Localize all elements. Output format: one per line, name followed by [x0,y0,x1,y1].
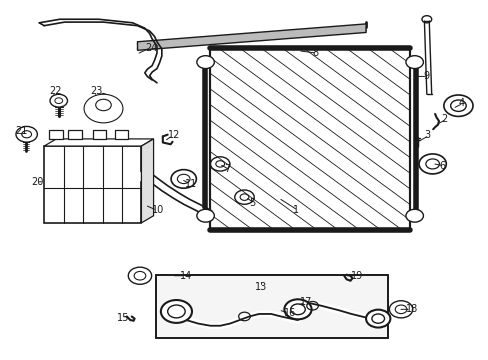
Text: 11: 11 [185,179,197,189]
Circle shape [197,56,214,68]
Bar [49,130,62,139]
Polygon shape [210,48,409,230]
Text: 9: 9 [423,71,428,81]
Bar [68,130,82,139]
Bar [93,130,106,139]
Polygon shape [137,24,366,50]
Text: 20: 20 [31,177,44,187]
Text: 22: 22 [49,86,61,96]
Text: 1: 1 [292,205,299,215]
Text: 13: 13 [255,282,267,292]
Text: 14: 14 [180,271,192,281]
Circle shape [16,126,37,142]
Circle shape [388,301,412,318]
Text: 23: 23 [90,86,102,96]
Polygon shape [44,139,153,146]
Text: 7: 7 [224,164,230,174]
Circle shape [197,209,214,222]
Text: 15: 15 [117,312,129,323]
Text: 3: 3 [424,130,429,140]
Polygon shape [141,139,153,223]
Circle shape [405,56,423,68]
Circle shape [161,300,192,323]
Text: 16: 16 [284,308,296,318]
Text: 5: 5 [249,198,255,208]
Circle shape [284,299,311,319]
Text: 21: 21 [15,126,27,136]
Circle shape [366,310,389,328]
Text: 18: 18 [405,304,417,314]
Text: 2: 2 [441,114,447,124]
Bar [115,130,128,139]
Circle shape [443,95,472,116]
Circle shape [405,209,423,222]
Circle shape [128,267,151,284]
Bar [44,146,141,223]
Circle shape [418,154,446,174]
Text: 8: 8 [312,48,318,58]
Text: 10: 10 [152,205,164,215]
Bar [156,275,387,338]
Text: 4: 4 [458,98,464,108]
Text: 24: 24 [145,43,157,53]
Text: 6: 6 [438,161,444,171]
Text: 19: 19 [350,271,362,281]
Text: 17: 17 [300,297,312,307]
Circle shape [84,94,122,123]
Text: 12: 12 [167,130,180,140]
Circle shape [50,94,67,107]
Bar [156,275,387,338]
